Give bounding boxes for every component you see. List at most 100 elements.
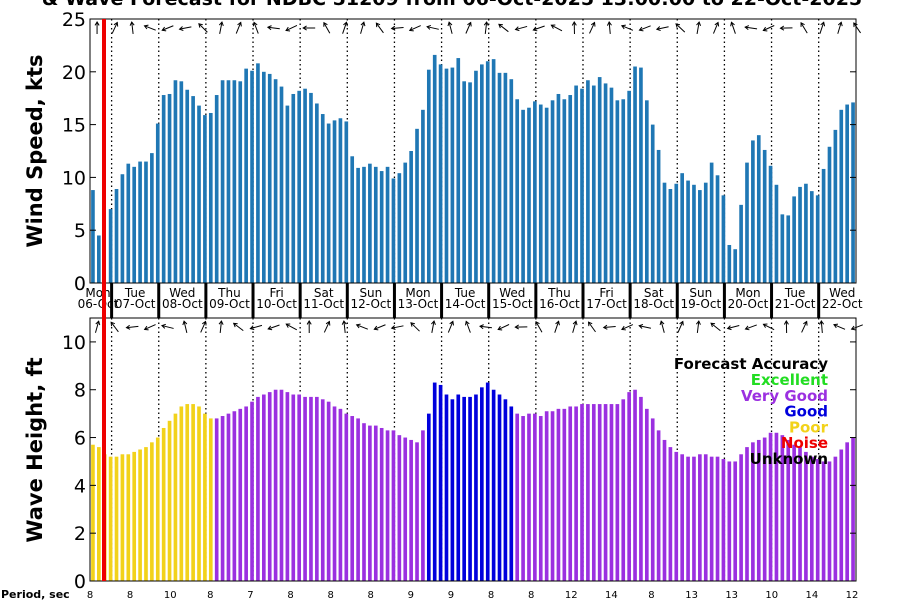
wind-y-tick-label: 10 [62, 167, 86, 189]
wind-bar [421, 109, 425, 283]
wind-bar [273, 79, 278, 283]
wave-bar [609, 404, 614, 581]
wave-bar [698, 454, 702, 581]
direction-arrow-head [431, 320, 436, 326]
wind-bar [574, 85, 578, 283]
wind-bar [721, 195, 726, 283]
wave-height-panel: 0 2 4 6 8 10 Wave Height, ft Forecast Accurac… [23, 317, 863, 593]
wind-bar [544, 107, 549, 283]
direction-arrow-head [182, 320, 188, 326]
direction-arrow [465, 321, 471, 333]
wave-bar [644, 408, 649, 581]
wind-bar [426, 69, 431, 283]
wave-bar [379, 427, 384, 581]
direction-arrow-head [373, 325, 379, 331]
direction-arrow [588, 321, 596, 333]
direction-arrow [219, 320, 222, 334]
wind-bar [491, 59, 496, 284]
wave-bar [444, 394, 449, 581]
wind-bar [662, 182, 667, 283]
wave-bar [344, 413, 349, 581]
day-of-week-label: Thu [217, 286, 241, 300]
direction-arrow-head [587, 321, 593, 327]
direction-arrow [730, 22, 736, 34]
day-of-week-label: Wed [169, 286, 195, 300]
direction-arrow [426, 26, 439, 30]
wind-bar [350, 156, 355, 283]
wave-y-tick-label: 10 [62, 332, 86, 354]
wind-bar [373, 166, 378, 283]
direction-arrow-head [710, 322, 716, 328]
direction-arrow [660, 321, 665, 333]
direction-arrow [183, 321, 188, 333]
wave-bar [161, 427, 166, 581]
wave-bar [397, 435, 402, 581]
wind-bar [261, 71, 266, 283]
wind-bar [709, 162, 714, 283]
wave-bar [256, 396, 260, 581]
direction-arrow [837, 22, 842, 34]
legend-item-good: Good [784, 403, 828, 421]
wave-bar [562, 408, 567, 581]
wind-bar [745, 162, 749, 283]
direction-arrow-head [449, 320, 454, 326]
wind-bar [303, 88, 307, 283]
wind-bar [839, 109, 844, 283]
direction-arrow-head [95, 320, 101, 326]
wave-bar [656, 430, 661, 581]
day-date-label: 18-Oct [633, 297, 674, 311]
wind-bar [203, 115, 207, 283]
wave-bar [527, 413, 531, 581]
direction-arrow-head [285, 26, 291, 32]
direction-arrow-head [659, 320, 665, 326]
wind-bar [698, 190, 702, 283]
wave-bar [721, 459, 726, 581]
wave-bar [733, 461, 738, 581]
direction-arrow-head [355, 323, 361, 329]
wind-bar [379, 171, 384, 283]
direction-arrow-head [571, 21, 577, 26]
wind-bar [326, 123, 331, 283]
direction-arrow-head [514, 26, 520, 32]
wind-bar [480, 64, 484, 284]
period-value-row: 8 8 10 8 7 8 8 8 9 9 8 8 12 14 8 13 13 10 14 12 [87, 590, 859, 600]
wave-bar [108, 456, 113, 581]
legend-item-unknown: Unknown [750, 450, 828, 468]
wind-bar [267, 73, 272, 283]
wind-bar [167, 93, 172, 283]
wave-bar [827, 461, 832, 581]
wave-bar [114, 456, 119, 581]
wave-bar [851, 437, 855, 581]
wind-bar [845, 104, 849, 283]
direction-arrow-head [178, 26, 184, 31]
wind-bar [798, 186, 802, 283]
day-date-label: 11-Oct [303, 297, 344, 311]
direction-arrow-head [833, 323, 839, 329]
direction-arrow-head [696, 21, 702, 27]
direction-arrow-head [325, 320, 331, 326]
day-of-week-label: Tue [784, 286, 806, 300]
direction-arrow [410, 322, 420, 332]
day-date-label: 16-Oct [539, 297, 580, 311]
wind-y-tick-label: 25 [62, 9, 86, 31]
wind-bar [833, 129, 838, 283]
direction-arrow-head [285, 323, 291, 328]
direction-arrow-head [497, 325, 503, 331]
day-date-label: 21-Oct [775, 297, 816, 311]
wind-bar [615, 100, 620, 283]
wave-bar [391, 430, 396, 581]
wave-bar [315, 396, 319, 581]
wind-bar [220, 80, 225, 283]
direction-arrow [286, 323, 298, 331]
wave-y-tick-label: 0 [74, 571, 86, 593]
direction-arrow-head [532, 26, 538, 32]
wave-bar [138, 449, 142, 581]
wave-bar [285, 392, 290, 581]
wave-bar [426, 413, 431, 581]
direction-arrow [235, 22, 242, 34]
direction-arrow [639, 325, 652, 329]
wind-bar [627, 90, 631, 283]
period-value: 8 [207, 590, 213, 600]
direction-arrow-head [803, 320, 808, 326]
wave-bar [132, 451, 137, 581]
